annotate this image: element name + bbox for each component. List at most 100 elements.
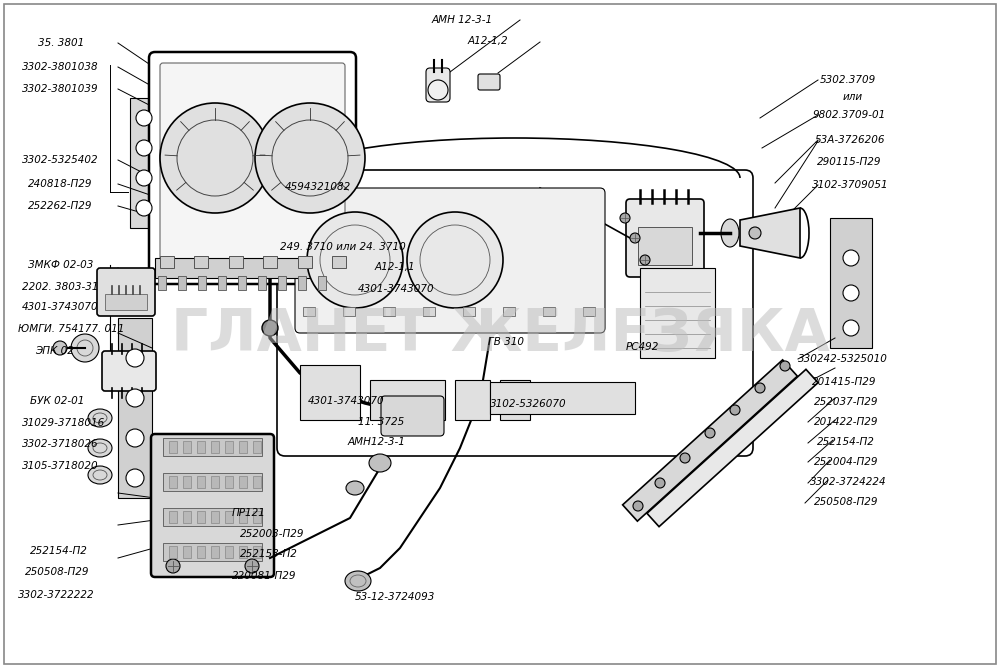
Bar (239, 511, 247, 523)
Bar (130, 98, 158, 228)
Bar (197, 511, 205, 523)
FancyBboxPatch shape (151, 434, 274, 577)
Text: 3302-3718026: 3302-3718026 (22, 440, 99, 449)
Bar (218, 276, 226, 290)
FancyBboxPatch shape (626, 199, 704, 277)
Circle shape (755, 383, 765, 393)
Bar (211, 546, 219, 558)
Bar (198, 276, 206, 290)
Circle shape (71, 334, 99, 362)
Bar (183, 441, 191, 453)
Circle shape (136, 140, 152, 156)
FancyBboxPatch shape (160, 63, 345, 273)
Text: 9802.3709-01: 9802.3709-01 (813, 110, 886, 120)
Text: 249. 3710 или 24. 3710: 249. 3710 или 24. 3710 (280, 242, 406, 252)
Circle shape (680, 453, 690, 463)
Bar (253, 546, 261, 558)
Circle shape (633, 501, 643, 511)
Bar (194, 256, 208, 268)
Circle shape (843, 285, 859, 301)
Text: 252154-П2: 252154-П2 (30, 546, 88, 556)
Bar (225, 511, 233, 523)
Text: 220081-П29: 220081-П29 (232, 571, 296, 580)
Bar (105, 294, 147, 310)
Text: 53-12-3724093: 53-12-3724093 (355, 592, 435, 601)
Bar (343, 307, 355, 316)
Bar (229, 256, 243, 268)
Circle shape (136, 110, 152, 126)
Bar (490, 382, 635, 414)
Bar (211, 476, 219, 488)
Text: 2202. 3803-31: 2202. 3803-31 (22, 282, 98, 291)
Bar (830, 218, 872, 348)
Text: 4301-3743070: 4301-3743070 (22, 303, 99, 312)
Circle shape (630, 233, 640, 243)
Bar (253, 511, 261, 523)
Text: 3302-3801038: 3302-3801038 (22, 62, 99, 71)
Bar (253, 476, 261, 488)
Circle shape (245, 559, 259, 573)
Circle shape (705, 428, 715, 438)
FancyBboxPatch shape (478, 74, 500, 90)
Text: 252003-П29: 252003-П29 (240, 530, 304, 539)
Bar (183, 511, 191, 523)
Text: 3102-5326070: 3102-5326070 (490, 399, 567, 409)
Circle shape (53, 341, 67, 355)
Text: 252153-П2: 252153-П2 (240, 550, 298, 559)
Text: 201415-П29: 201415-П29 (812, 377, 876, 387)
Text: 4301-3743070: 4301-3743070 (358, 284, 435, 293)
Polygon shape (740, 208, 800, 258)
Bar (500, 380, 530, 420)
Text: 3105-3718020: 3105-3718020 (22, 462, 99, 471)
Text: 250508-П29: 250508-П29 (25, 568, 90, 577)
Text: 4301-3743070: 4301-3743070 (308, 396, 385, 405)
Text: 3302-3801039: 3302-3801039 (22, 84, 99, 94)
Bar (160, 256, 174, 268)
FancyBboxPatch shape (102, 351, 156, 391)
Text: А12-1,2: А12-1,2 (468, 37, 509, 46)
Bar (298, 276, 306, 290)
Text: ГВ 310: ГВ 310 (488, 337, 524, 347)
Circle shape (126, 349, 144, 367)
Bar (503, 307, 515, 316)
Bar (463, 307, 475, 316)
Text: 240818-П29: 240818-П29 (28, 179, 92, 188)
Text: АМН12-3-1: АМН12-3-1 (348, 438, 406, 447)
Text: 5302.3709: 5302.3709 (820, 75, 876, 85)
Bar (197, 546, 205, 558)
Text: 330242-5325010: 330242-5325010 (798, 355, 888, 364)
Circle shape (126, 469, 144, 487)
Text: А12-1,1: А12-1,1 (375, 263, 416, 272)
FancyBboxPatch shape (295, 188, 605, 333)
Circle shape (255, 103, 365, 213)
Circle shape (620, 213, 630, 223)
Text: 290115-П29: 290115-П29 (817, 158, 882, 167)
Bar (583, 307, 595, 316)
Circle shape (126, 389, 144, 407)
Bar (158, 276, 166, 290)
Ellipse shape (345, 571, 371, 591)
Text: или: или (843, 92, 863, 102)
Bar (239, 546, 247, 558)
Bar (253, 441, 261, 453)
Polygon shape (623, 360, 797, 521)
FancyBboxPatch shape (426, 68, 450, 102)
Text: 3302-3724224: 3302-3724224 (810, 478, 887, 487)
Circle shape (136, 170, 152, 186)
Text: 252154-П2: 252154-П2 (817, 438, 875, 447)
Ellipse shape (346, 481, 364, 495)
Text: 3302-3722222: 3302-3722222 (18, 590, 95, 599)
Bar (455, 380, 490, 420)
Text: 31029-3718016: 31029-3718016 (22, 418, 105, 428)
Bar (225, 441, 233, 453)
Bar (163, 473, 262, 491)
Circle shape (428, 80, 448, 100)
Circle shape (843, 250, 859, 266)
Bar (183, 476, 191, 488)
Bar (225, 546, 233, 558)
Text: 35. 3801: 35. 3801 (38, 39, 84, 48)
Bar (638, 227, 692, 265)
Bar (640, 268, 715, 358)
Bar (211, 511, 219, 523)
Bar (423, 307, 435, 316)
